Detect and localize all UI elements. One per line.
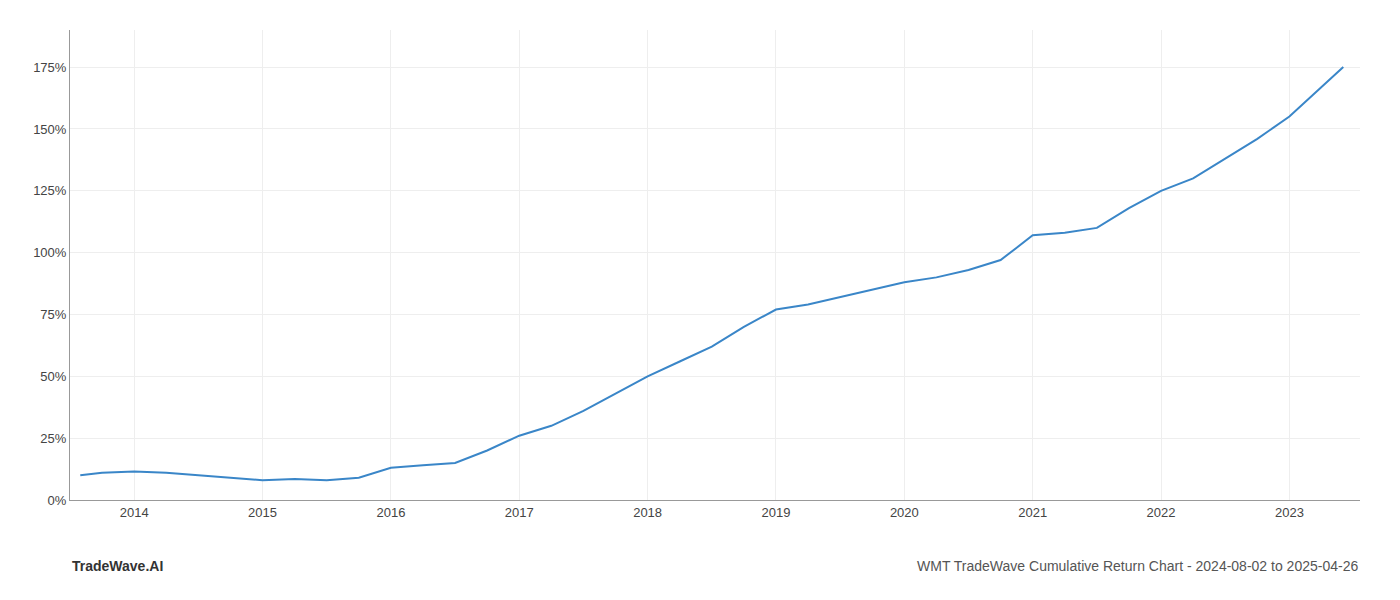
svg-text:100%: 100% xyxy=(33,245,67,260)
svg-text:25%: 25% xyxy=(40,431,66,446)
svg-text:2019: 2019 xyxy=(762,505,791,520)
svg-text:0%: 0% xyxy=(48,493,67,508)
svg-text:2022: 2022 xyxy=(1147,505,1176,520)
svg-text:2017: 2017 xyxy=(505,505,534,520)
svg-text:2018: 2018 xyxy=(633,505,662,520)
svg-text:WMT TradeWave Cumulative Retur: WMT TradeWave Cumulative Return Chart - … xyxy=(917,558,1358,574)
svg-text:2021: 2021 xyxy=(1018,505,1047,520)
svg-text:2016: 2016 xyxy=(376,505,405,520)
svg-text:125%: 125% xyxy=(33,183,67,198)
svg-text:175%: 175% xyxy=(33,60,67,75)
svg-text:2015: 2015 xyxy=(248,505,277,520)
svg-text:2020: 2020 xyxy=(890,505,919,520)
svg-text:TradeWave.AI: TradeWave.AI xyxy=(72,558,163,574)
svg-text:2023: 2023 xyxy=(1275,505,1304,520)
svg-text:150%: 150% xyxy=(33,122,67,137)
svg-text:75%: 75% xyxy=(40,307,66,322)
svg-text:50%: 50% xyxy=(40,369,66,384)
svg-text:2014: 2014 xyxy=(120,505,149,520)
